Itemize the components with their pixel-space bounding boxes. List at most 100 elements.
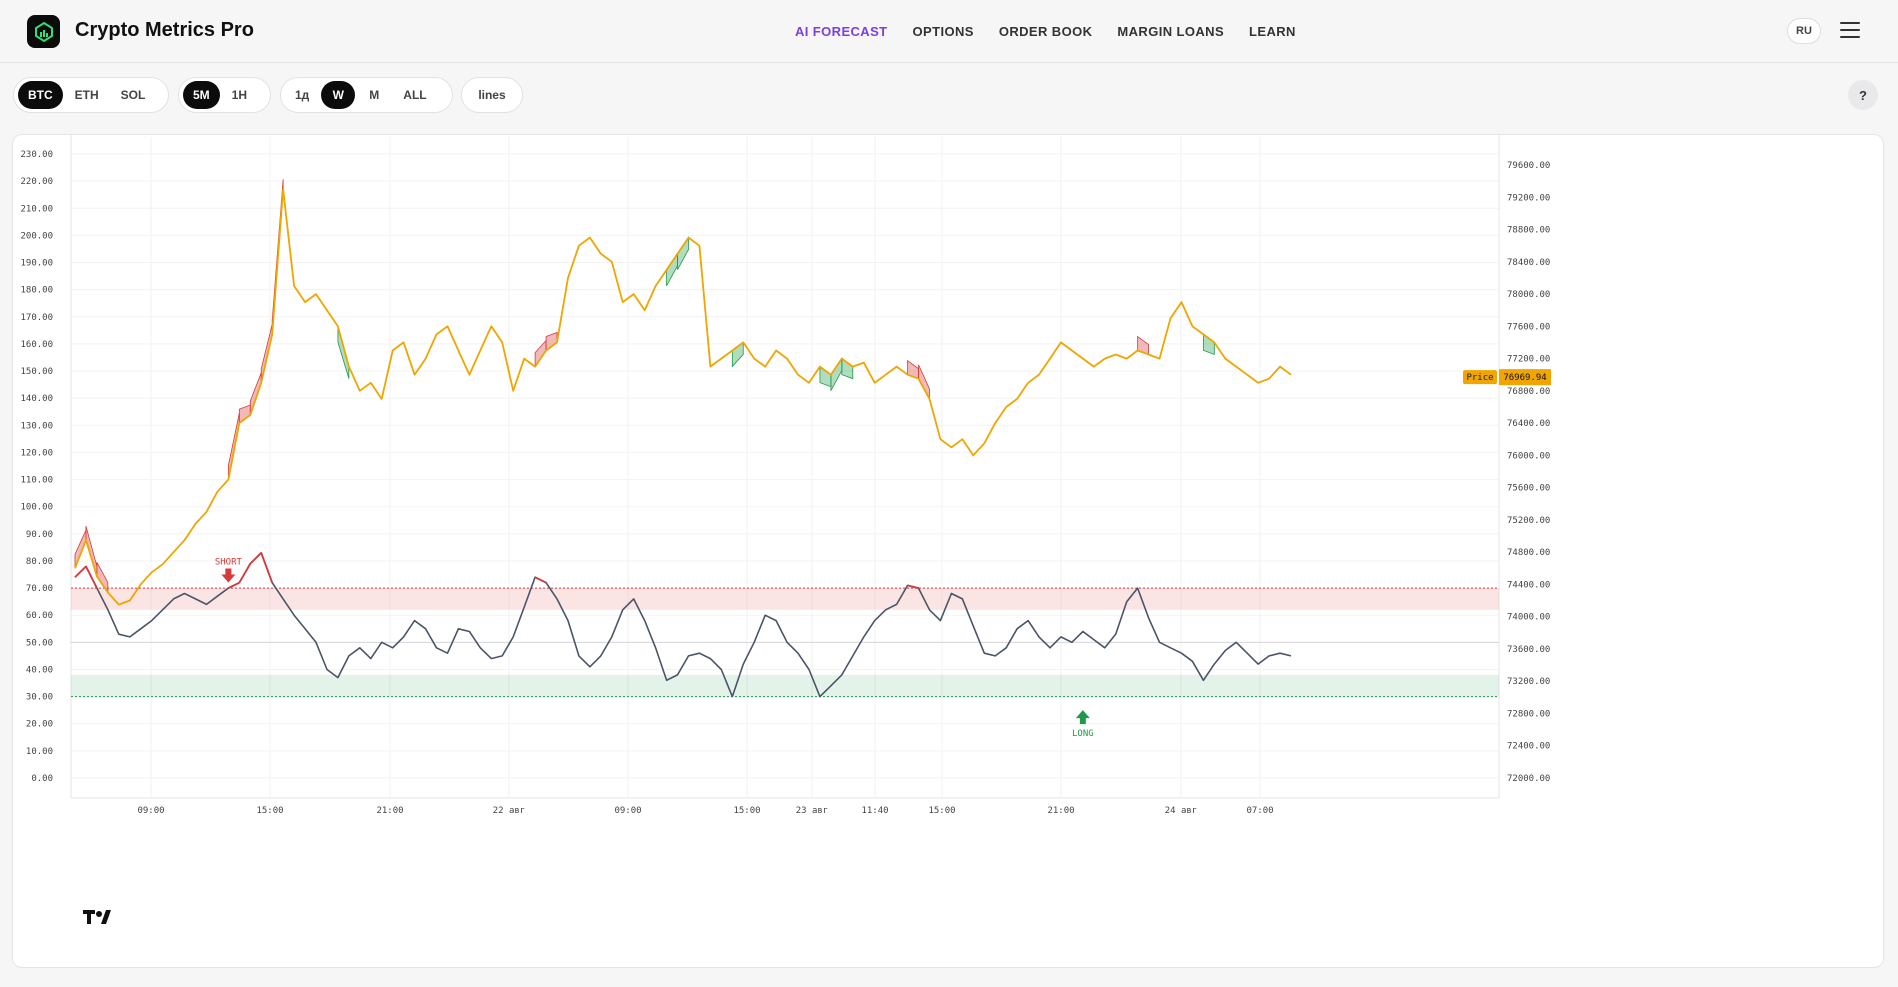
left-axis-tick: 90.00 <box>26 530 53 540</box>
left-axis-tick: 50.00 <box>26 638 53 648</box>
rsi-overbought-segment <box>260 552 274 583</box>
nav-options[interactable]: OPTIONS <box>912 24 974 39</box>
left-axis-tick: 30.00 <box>26 693 53 703</box>
left-axis-tick: 0.00 <box>31 774 53 784</box>
price-legend-tag <box>1463 370 1497 385</box>
nav-learn[interactable]: LEARN <box>1249 24 1296 39</box>
right-axis-tick: 77600.00 <box>1507 322 1550 332</box>
interval-1h-button[interactable]: 1H <box>231 88 248 102</box>
oversold-price-fill <box>830 357 843 391</box>
language-button[interactable]: RU <box>1787 18 1821 44</box>
left-axis-tick: 210.00 <box>20 204 53 214</box>
asset-selector: BTC ETH SOL <box>13 77 169 113</box>
rsi-overbought-segment <box>74 565 87 578</box>
x-axis-tick: 09:00 <box>614 806 641 816</box>
x-axis-tick: 11:40 <box>861 806 888 816</box>
left-axis-tick: 160.00 <box>20 340 53 350</box>
price-series-line <box>74 188 1292 606</box>
last-price-value: 76969.94 <box>1503 373 1546 383</box>
long-arrow-icon <box>1075 710 1090 725</box>
nav-order-book[interactable]: ORDER BOOK <box>998 24 1093 39</box>
x-axis-tick: 15:00 <box>733 806 760 816</box>
x-axis-tick: 09:00 <box>137 806 164 816</box>
left-axis-tick: 80.00 <box>26 557 53 567</box>
x-axis-tick: 21:00 <box>1047 806 1074 816</box>
asset-sol-button[interactable]: SOL <box>120 88 146 102</box>
rsi-overbought-segment <box>227 581 240 589</box>
app-header: Crypto Metrics Pro AI FORECAST OPTIONS O… <box>0 0 1898 63</box>
rsi-overbought-segment <box>249 552 262 565</box>
left-axis-tick: 170.00 <box>20 313 53 323</box>
oversold-band <box>71 674 1499 697</box>
left-axis-tick: 220.00 <box>20 177 53 187</box>
x-axis-tick: 07:00 <box>1246 806 1273 816</box>
left-axis-tick: 20.00 <box>26 720 53 730</box>
asset-eth-button[interactable]: ETH <box>74 88 99 102</box>
right-axis-tick: 76000.00 <box>1507 451 1550 461</box>
right-axis-tick: 74400.00 <box>1507 580 1550 590</box>
short-signal-label: SHORT <box>215 558 243 568</box>
x-axis-tick: 15:00 <box>256 806 283 816</box>
right-axis-tick: 78400.00 <box>1507 258 1550 268</box>
right-axis-tick: 74000.00 <box>1507 613 1550 623</box>
right-axis-tick: 75200.00 <box>1507 516 1550 526</box>
right-axis-tick: 78000.00 <box>1507 290 1550 300</box>
range-week-button[interactable]: W <box>321 81 356 109</box>
left-axis-tick: 190.00 <box>20 259 53 269</box>
asset-btc-button[interactable]: BTC <box>18 81 63 109</box>
left-axis-tick: 100.00 <box>20 503 53 513</box>
short-arrow-icon <box>221 568 236 583</box>
interval-selector: 5M 1H <box>178 77 271 113</box>
left-axis-tick: 40.00 <box>26 665 53 675</box>
range-month-button[interactable]: M <box>369 88 380 102</box>
app-logo[interactable] <box>27 15 60 48</box>
range-selector: 1д W M ALL <box>280 77 453 113</box>
last-price-tag <box>1499 369 1551 386</box>
chart-card: 0.00 10.00 20.00 30.00 40.00 50.00 60.00 70.00 8… <box>12 134 1884 968</box>
right-axis-tick: 72400.00 <box>1507 742 1550 752</box>
oversold-price-fill <box>677 236 689 270</box>
hamburger-menu-icon[interactable] <box>1840 22 1860 40</box>
range-all-button[interactable]: ALL <box>403 88 427 102</box>
nav-margin-loans[interactable]: MARGIN LOANS <box>1117 24 1225 39</box>
overbought-price-fill <box>545 331 558 352</box>
right-axis-tick: 76400.00 <box>1507 419 1550 429</box>
left-axis-tick: 110.00 <box>20 476 53 486</box>
overbought-band <box>71 588 1499 610</box>
overbought-price-fill <box>238 404 251 424</box>
logo-icon <box>34 21 53 42</box>
right-axis-tick: 78800.00 <box>1507 226 1550 236</box>
right-axis-tick: 79200.00 <box>1507 193 1550 203</box>
price-legend-label: Price <box>1466 373 1493 383</box>
x-axis-tick: 21:00 <box>376 806 403 816</box>
range-1d-button[interactable]: 1д <box>295 88 310 102</box>
lines-style-button[interactable]: lines <box>478 88 506 102</box>
left-axis-tick: 200.00 <box>20 231 53 241</box>
left-axis-tick: 130.00 <box>20 421 53 431</box>
right-axis-tick: 79600.00 <box>1507 161 1550 171</box>
x-axis-tick: 15:00 <box>928 806 955 816</box>
left-axis-tick: 140.00 <box>20 394 53 404</box>
help-button[interactable]: ? <box>1848 80 1878 110</box>
x-axis-tick: 22 авг <box>493 806 526 816</box>
rsi-overbought-segment <box>907 584 919 589</box>
nav-ai-forecast[interactable]: AI FORECAST <box>795 24 888 39</box>
price-rsi-chart[interactable]: 0.00 10.00 20.00 30.00 40.00 50.00 60.00 70.00 8… <box>13 135 1883 967</box>
long-signal-label: LONG <box>1072 729 1094 739</box>
interval-5m-button[interactable]: 5M <box>183 81 220 109</box>
right-axis-tick: 72000.00 <box>1507 774 1550 784</box>
left-axis-tick: 180.00 <box>20 286 53 296</box>
rsi-overbought-segment <box>85 565 98 589</box>
style-selector: lines <box>461 77 523 113</box>
rsi-overbought-segment <box>238 563 252 584</box>
left-axis-tick: 60.00 <box>26 611 53 621</box>
right-axis-tick: 73600.00 <box>1507 645 1550 655</box>
left-axis-tick: 230.00 <box>20 150 53 160</box>
right-axis-tick: 77200.00 <box>1507 355 1550 365</box>
left-axis-tick: 70.00 <box>26 584 53 594</box>
right-axis-tick: 76800.00 <box>1507 387 1550 397</box>
app-title: Crypto Metrics Pro <box>75 19 254 41</box>
main-nav: AI FORECAST OPTIONS ORDER BOOK MARGIN LO… <box>795 24 1296 39</box>
rsi-series-line <box>74 552 1292 698</box>
tradingview-logo[interactable] <box>83 910 111 924</box>
